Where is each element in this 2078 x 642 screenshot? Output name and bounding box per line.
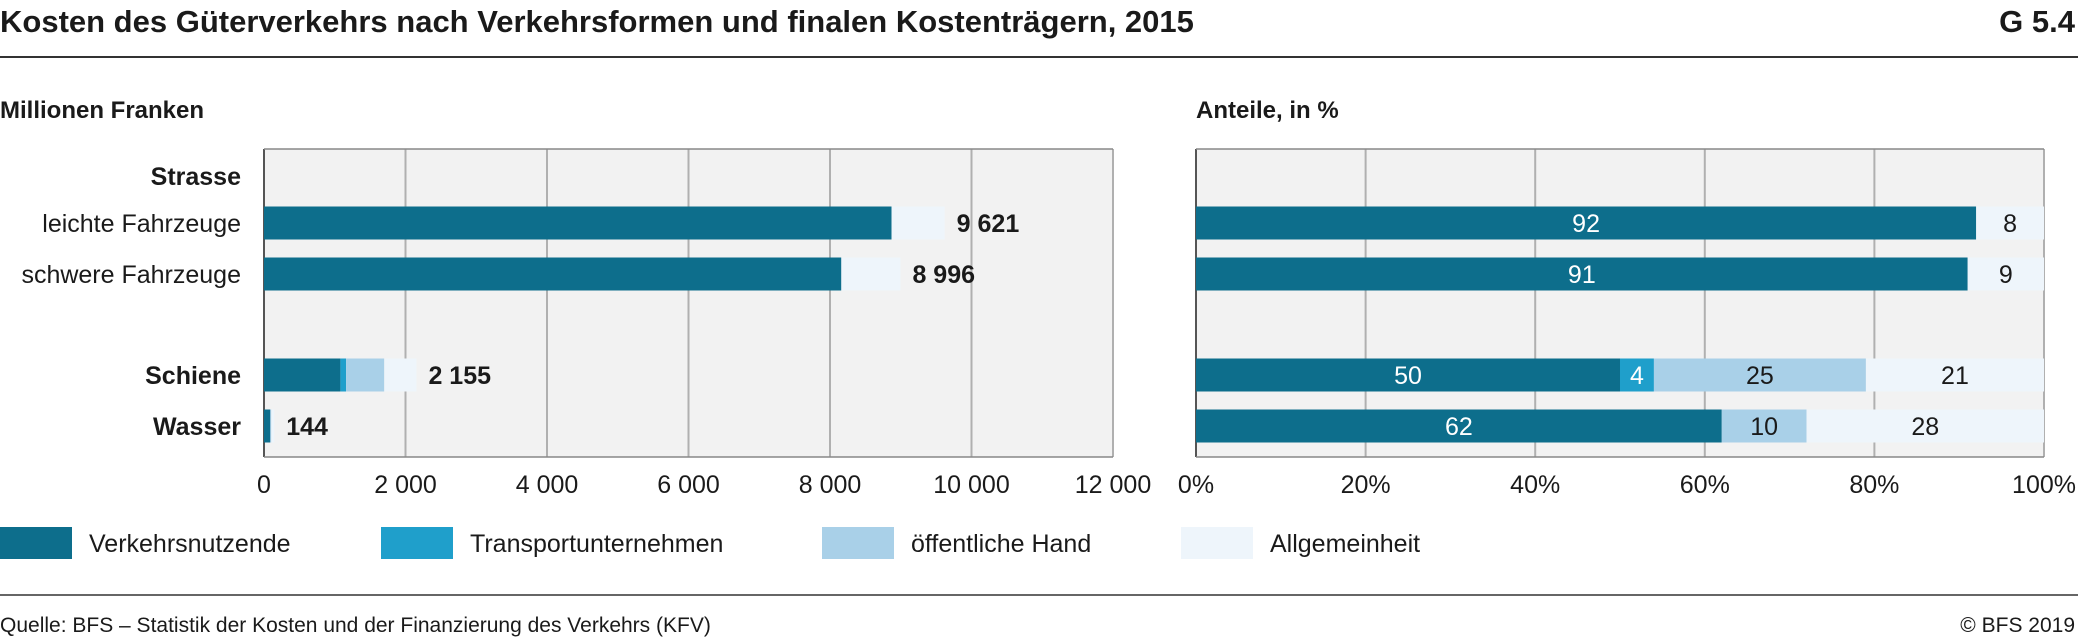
right-tick-labels: 0% 20% 40% 60% 80% 100% — [1178, 471, 2076, 499]
left-bars — [264, 206, 945, 443]
right-tick-label: 80% — [1849, 471, 1899, 499]
bar-schiene-transportunternehmen — [340, 358, 347, 392]
share-bar-schiene-transportunternehmen — [1620, 358, 1654, 392]
chart-title: Kosten des Güterverkehrs nach Verkehrsfo… — [0, 4, 1194, 39]
category-label-schiene: Schiene — [145, 362, 241, 390]
share-bar-wasser-oeffentliche-hand — [1721, 409, 1807, 443]
left-tick-label: 4 000 — [516, 471, 579, 499]
right-segment-labels: 92 8 91 9 50 4 25 21 62 10 28 — [1394, 210, 2017, 441]
category-label-leichte-fahrzeuge: leichte Fahrzeuge — [42, 210, 241, 238]
bar-leichte-fahrzeuge-allgemeinheit — [891, 206, 945, 240]
share-bar-wasser-verkehrsnutzende — [1196, 409, 1722, 443]
bar-schwere-fahrzeuge-verkehrsnutzende — [264, 257, 842, 291]
share-label-wasser-verkehrsnutzende: 62 — [1445, 413, 1473, 441]
right-bars — [1196, 206, 2044, 443]
bar-schiene-verkehrsnutzende — [264, 358, 341, 392]
share-label-schwere-fahrzeuge-verkehrsnutzende: 91 — [1568, 261, 1596, 289]
right-tick-label: 60% — [1680, 471, 1730, 499]
bar-wasser-oeffentliche-hand — [270, 409, 272, 443]
bar-wasser-allgemeinheit — [271, 409, 275, 443]
category-label-schwere-fahrzeuge: schwere Fahrzeuge — [21, 261, 241, 289]
figure-id: G 5.4 — [1999, 4, 2076, 39]
right-gridlines — [1195, 148, 2045, 458]
left-category-labels: Strasse leichte Fahrzeuge schwere Fahrzeug… — [21, 163, 241, 441]
right-tick-label: 40% — [1510, 471, 1560, 499]
bar-schwere-fahrzeuge-allgemeinheit — [841, 257, 901, 291]
legend-swatch-allgemeinheit — [1181, 527, 1253, 559]
share-label-leichte-fahrzeuge-verkehrsnutzende: 92 — [1572, 210, 1600, 238]
right-tick-label: 0% — [1178, 471, 1214, 499]
share-bar-schwere-fahrzeuge-verkehrsnutzende — [1196, 257, 1968, 291]
category-label-strasse: Strasse — [151, 163, 241, 191]
right-tick-label: 100% — [2012, 471, 2076, 499]
right-tick-label: 20% — [1341, 471, 1391, 499]
category-label-wasser: Wasser — [153, 413, 241, 441]
legend-label-allgemeinheit: Allgemeinheit — [1270, 530, 1420, 558]
bar-leichte-fahrzeuge-verkehrsnutzende — [264, 206, 892, 240]
share-bar-schwere-fahrzeuge-allgemeinheit — [1967, 257, 2044, 291]
copyright: © BFS 2019 — [1960, 614, 2075, 637]
share-bar-schiene-verkehrsnutzende — [1196, 358, 1620, 392]
share-bar-schiene-oeffentliche-hand — [1653, 358, 1866, 392]
left-tick-label: 10 000 — [933, 471, 1009, 499]
share-label-leichte-fahrzeuge-allgemeinheit: 8 — [2003, 210, 2017, 238]
left-subtitle: Millionen Franken — [0, 97, 204, 124]
left-panel: 9 621 8 996 2 155 144 Strasse leichte Fahrze… — [21, 148, 1151, 499]
total-label-schiene: 2 155 — [428, 362, 491, 390]
left-tick-label: 8 000 — [799, 471, 862, 499]
total-label-schwere-fahrzeuge: 8 996 — [912, 261, 975, 289]
legend-swatch-oeffentliche-hand — [822, 527, 894, 559]
legend: Verkehrsnutzende Transportunternehmen öffe… — [0, 527, 1420, 559]
legend-label-oeffentliche-hand: öffentliche Hand — [911, 530, 1091, 558]
share-label-wasser-oeffentliche-hand: 10 — [1750, 413, 1778, 441]
legend-label-verkehrsnutzende: Verkehrsnutzende — [89, 530, 291, 558]
share-label-schwere-fahrzeuge-allgemeinheit: 9 — [1999, 261, 2013, 289]
right-panel: 92 8 91 9 50 4 25 21 62 10 28 0% 20% 40% 60% 80% 100% — [1178, 148, 2076, 499]
share-label-wasser-allgemeinheit: 28 — [1911, 413, 1939, 441]
legend-swatch-transportunternehmen — [381, 527, 453, 559]
bar-wasser-verkehrsnutzende — [264, 409, 271, 443]
share-label-schiene-verkehrsnutzende: 50 — [1394, 362, 1422, 390]
right-subtitle: Anteile, in % — [1196, 97, 1339, 124]
bar-schiene-allgemeinheit — [384, 358, 417, 392]
bar-schiene-oeffentliche-hand — [346, 358, 385, 392]
legend-swatch-verkehrsnutzende — [0, 527, 72, 559]
share-bar-schiene-allgemeinheit — [1865, 358, 2044, 392]
share-label-schiene-oeffentliche-hand: 25 — [1746, 362, 1774, 390]
left-total-labels: 9 621 8 996 2 155 144 — [286, 210, 1019, 441]
total-label-wasser: 144 — [286, 413, 328, 441]
share-bar-leichte-fahrzeuge-verkehrsnutzende — [1196, 206, 1977, 240]
legend-label-transportunternehmen: Transportunternehmen — [470, 530, 723, 558]
share-label-schiene-transportunternehmen: 4 — [1630, 362, 1644, 390]
left-tick-labels: 0 2 000 4 000 6 000 8 000 10 000 12 000 — [257, 471, 1151, 499]
share-bar-wasser-allgemeinheit — [1806, 409, 2044, 443]
left-tick-label: 6 000 — [657, 471, 720, 499]
right-plot-background — [1196, 149, 2044, 457]
share-bar-leichte-fahrzeuge-allgemeinheit — [1976, 206, 2044, 240]
source-note: Quelle: BFS – Statistik der Kosten und d… — [0, 614, 711, 637]
left-gridlines — [263, 148, 1114, 458]
left-tick-label: 0 — [257, 471, 271, 499]
total-label-leichte-fahrzeuge: 9 621 — [957, 210, 1020, 238]
left-tick-label: 12 000 — [1075, 471, 1151, 499]
left-tick-label: 2 000 — [374, 471, 437, 499]
share-label-schiene-allgemeinheit: 21 — [1941, 362, 1969, 390]
